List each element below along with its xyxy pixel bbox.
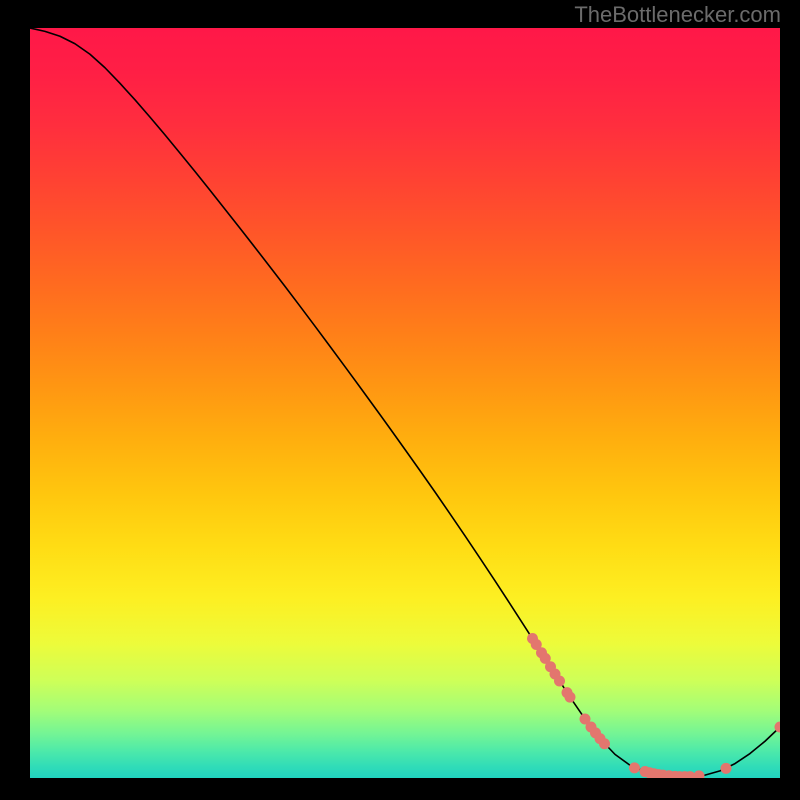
chart-overlay-svg [30,28,780,778]
data-marker [554,676,565,687]
data-marker [694,770,705,778]
data-marker [629,762,640,773]
data-marker [565,692,576,703]
data-marker [721,763,732,774]
chart-plot-area [30,28,780,778]
data-marker [599,738,610,749]
watermark-text: TheBottlenecker.com [574,2,781,28]
bottleneck-curve [30,28,780,777]
marker-group [527,633,780,778]
